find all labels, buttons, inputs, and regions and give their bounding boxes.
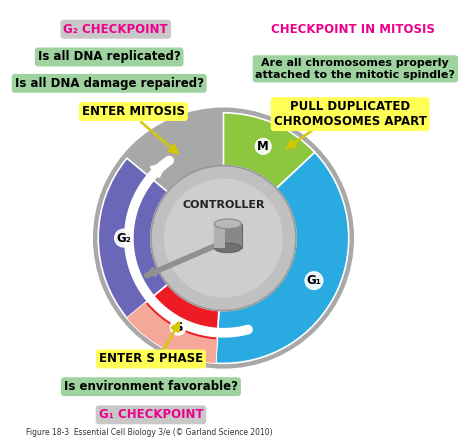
Text: G₁: G₁ bbox=[307, 274, 321, 287]
Wedge shape bbox=[223, 113, 315, 188]
Wedge shape bbox=[93, 108, 354, 369]
Text: ENTER S PHASE: ENTER S PHASE bbox=[99, 352, 203, 366]
Circle shape bbox=[151, 165, 296, 310]
Text: ENTER MITOSIS: ENTER MITOSIS bbox=[82, 105, 185, 118]
Wedge shape bbox=[98, 158, 168, 318]
Text: M: M bbox=[257, 140, 269, 153]
Text: G₂: G₂ bbox=[116, 232, 131, 245]
Wedge shape bbox=[216, 152, 349, 363]
Bar bbox=[214, 224, 225, 248]
Ellipse shape bbox=[214, 219, 242, 228]
Text: PULL DUPLICATED
CHROMOSOMES APART: PULL DUPLICATED CHROMOSOMES APART bbox=[273, 100, 427, 128]
Text: Are all chromosomes properly
attached to the mitotic spindle?: Are all chromosomes properly attached to… bbox=[255, 58, 456, 80]
Wedge shape bbox=[127, 303, 217, 363]
Ellipse shape bbox=[214, 243, 242, 253]
Bar bbox=[214, 224, 242, 248]
Text: Is environment favorable?: Is environment favorable? bbox=[64, 380, 238, 393]
Wedge shape bbox=[127, 284, 219, 363]
Text: Figure 18-3  Essential Cell Biology 3/e (© Garland Science 2010): Figure 18-3 Essential Cell Biology 3/e (… bbox=[26, 428, 272, 437]
Text: G₁ CHECKPOINT: G₁ CHECKPOINT bbox=[99, 408, 203, 421]
Text: Is all DNA replicated?: Is all DNA replicated? bbox=[38, 50, 181, 64]
Text: S: S bbox=[174, 321, 182, 334]
Text: G₂ CHECKPOINT: G₂ CHECKPOINT bbox=[64, 23, 168, 36]
Text: Is all DNA damage repaired?: Is all DNA damage repaired? bbox=[15, 77, 204, 90]
Text: CONTROLLER: CONTROLLER bbox=[182, 200, 265, 210]
Circle shape bbox=[164, 179, 283, 298]
Text: CHECKPOINT IN MITOSIS: CHECKPOINT IN MITOSIS bbox=[271, 23, 435, 36]
